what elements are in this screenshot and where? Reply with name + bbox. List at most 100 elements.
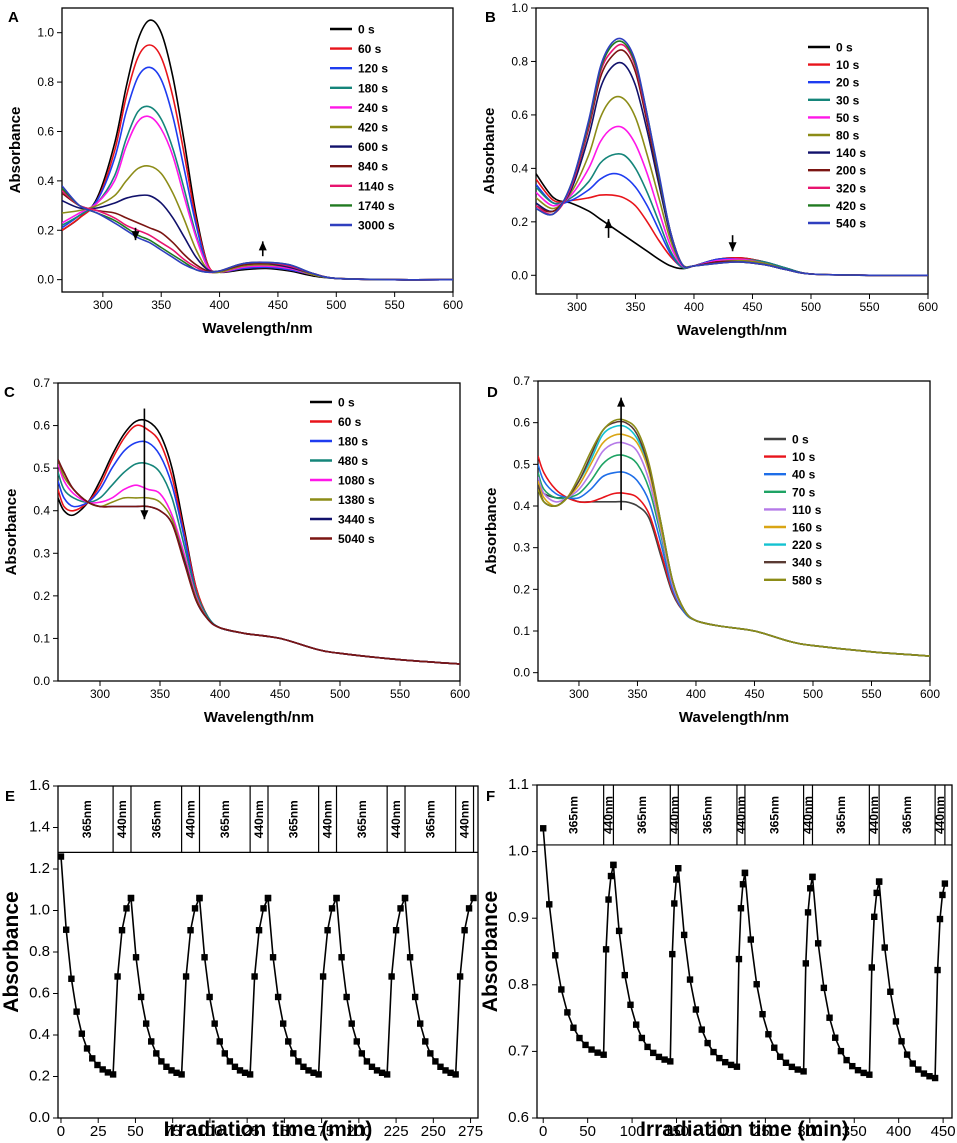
data-point	[447, 1069, 454, 1077]
x-tick-label: 550	[861, 687, 881, 701]
series-group	[538, 418, 930, 657]
data-point	[236, 1067, 244, 1074]
y-tick-label: 1.4	[29, 819, 50, 836]
panel-letter: D	[487, 384, 498, 401]
x-tick-label: 0	[539, 1123, 547, 1140]
data-point	[926, 1073, 933, 1080]
band-label: 440nm	[389, 800, 403, 838]
data-point	[747, 936, 755, 943]
data-point	[274, 993, 282, 1001]
data-point	[221, 1050, 229, 1057]
x-tick-label: 25	[90, 1123, 107, 1140]
y-tick-label: 0.4	[513, 499, 530, 513]
y-tick-label: 0.6	[29, 985, 50, 1002]
data-point	[686, 976, 694, 983]
data-point	[338, 954, 345, 961]
y-tick-label: 0.8	[29, 943, 50, 960]
series-line	[538, 418, 930, 657]
band-label: 365nm	[80, 800, 94, 838]
kinetic-line	[60, 856, 475, 1076]
data-point	[814, 940, 822, 947]
data-point	[650, 1049, 657, 1057]
band-label: 440nm	[867, 796, 881, 834]
x-tick-label: 100	[197, 1123, 222, 1140]
data-point	[934, 966, 941, 974]
x-tick-label: 175	[309, 1123, 334, 1140]
data-point	[698, 1026, 705, 1033]
data-point	[422, 1038, 429, 1045]
x-axis-label: Wavelength/nm	[677, 322, 787, 339]
legend-label: 540 s	[836, 217, 866, 231]
y-axis-label: Absorbance	[481, 108, 498, 195]
data-point	[99, 1066, 106, 1073]
panel-c: C 300 350 400 450 500 550 600 0.0 0.1 0.2 0.3 0.4 0.5…	[3, 376, 470, 726]
x-tick-label: 250	[753, 1123, 778, 1140]
data-point	[809, 873, 816, 881]
x-tick-label: 450	[742, 300, 762, 314]
data-point	[163, 1063, 170, 1070]
data-point	[68, 975, 75, 982]
y-tick-label: 1.0	[511, 1, 528, 15]
data-point	[710, 1048, 717, 1056]
data-point	[564, 1009, 571, 1016]
data-point	[211, 1020, 218, 1027]
data-point	[348, 1020, 355, 1027]
plot-frame	[535, 7, 929, 295]
band-label: 440nm	[602, 796, 616, 834]
legend-label: 80 s	[836, 129, 860, 143]
data-point	[206, 993, 213, 1001]
data-point	[673, 876, 680, 883]
data-point	[903, 1051, 911, 1058]
series-line	[58, 459, 460, 665]
x-tick-label: 400	[686, 687, 706, 701]
series-line	[538, 454, 930, 657]
data-point	[680, 931, 688, 939]
data-point	[363, 1058, 371, 1065]
x-axis-label: Wavelength/nm	[202, 320, 312, 337]
data-point	[600, 1051, 607, 1058]
data-point	[78, 1030, 86, 1037]
data-point	[632, 1021, 640, 1028]
data-point	[246, 1071, 254, 1078]
data-point	[388, 973, 395, 980]
legend-label: 10 s	[792, 450, 816, 464]
x-tick-label: 500	[801, 300, 821, 314]
data-point	[83, 1045, 91, 1052]
data-point	[127, 894, 135, 902]
data-point	[62, 926, 70, 933]
data-point	[373, 1067, 381, 1074]
band-label: 440nm	[801, 796, 815, 834]
y-tick-label: 0.1	[513, 624, 530, 638]
legend-label: 120 s	[358, 62, 388, 76]
legend-label: 340 s	[792, 556, 822, 570]
series-line	[58, 459, 460, 665]
legend-label: 600 s	[358, 140, 388, 154]
x-tick-label: 200	[708, 1123, 733, 1140]
y-tick-label: 0.6	[508, 1109, 529, 1126]
x-tick-label: 350	[150, 687, 170, 701]
band-label: 365nm	[286, 800, 300, 838]
x-tick-label: 600	[443, 298, 463, 312]
series-line	[62, 164, 453, 281]
data-point	[73, 1008, 80, 1015]
legend-label: 70 s	[792, 485, 816, 499]
data-point	[368, 1063, 376, 1070]
data-point	[804, 909, 812, 916]
data-point	[158, 1058, 165, 1065]
legend-label: 0 s	[358, 23, 375, 37]
y-tick-label: 0.4	[511, 161, 528, 175]
x-tick-label: 300	[567, 300, 587, 314]
y-tick-label: 0.3	[513, 541, 530, 555]
data-point	[118, 927, 126, 934]
data-point	[123, 905, 130, 912]
data-point	[319, 973, 327, 980]
x-tick-label: 350	[627, 687, 647, 701]
data-point	[89, 1055, 96, 1062]
data-point	[802, 960, 810, 967]
data-point	[168, 1067, 175, 1074]
legend-label: 5040 s	[338, 532, 375, 546]
data-point	[788, 1063, 796, 1071]
x-tick-label: 0	[57, 1123, 65, 1140]
plot-frame	[537, 380, 931, 682]
series-group	[536, 37, 928, 277]
